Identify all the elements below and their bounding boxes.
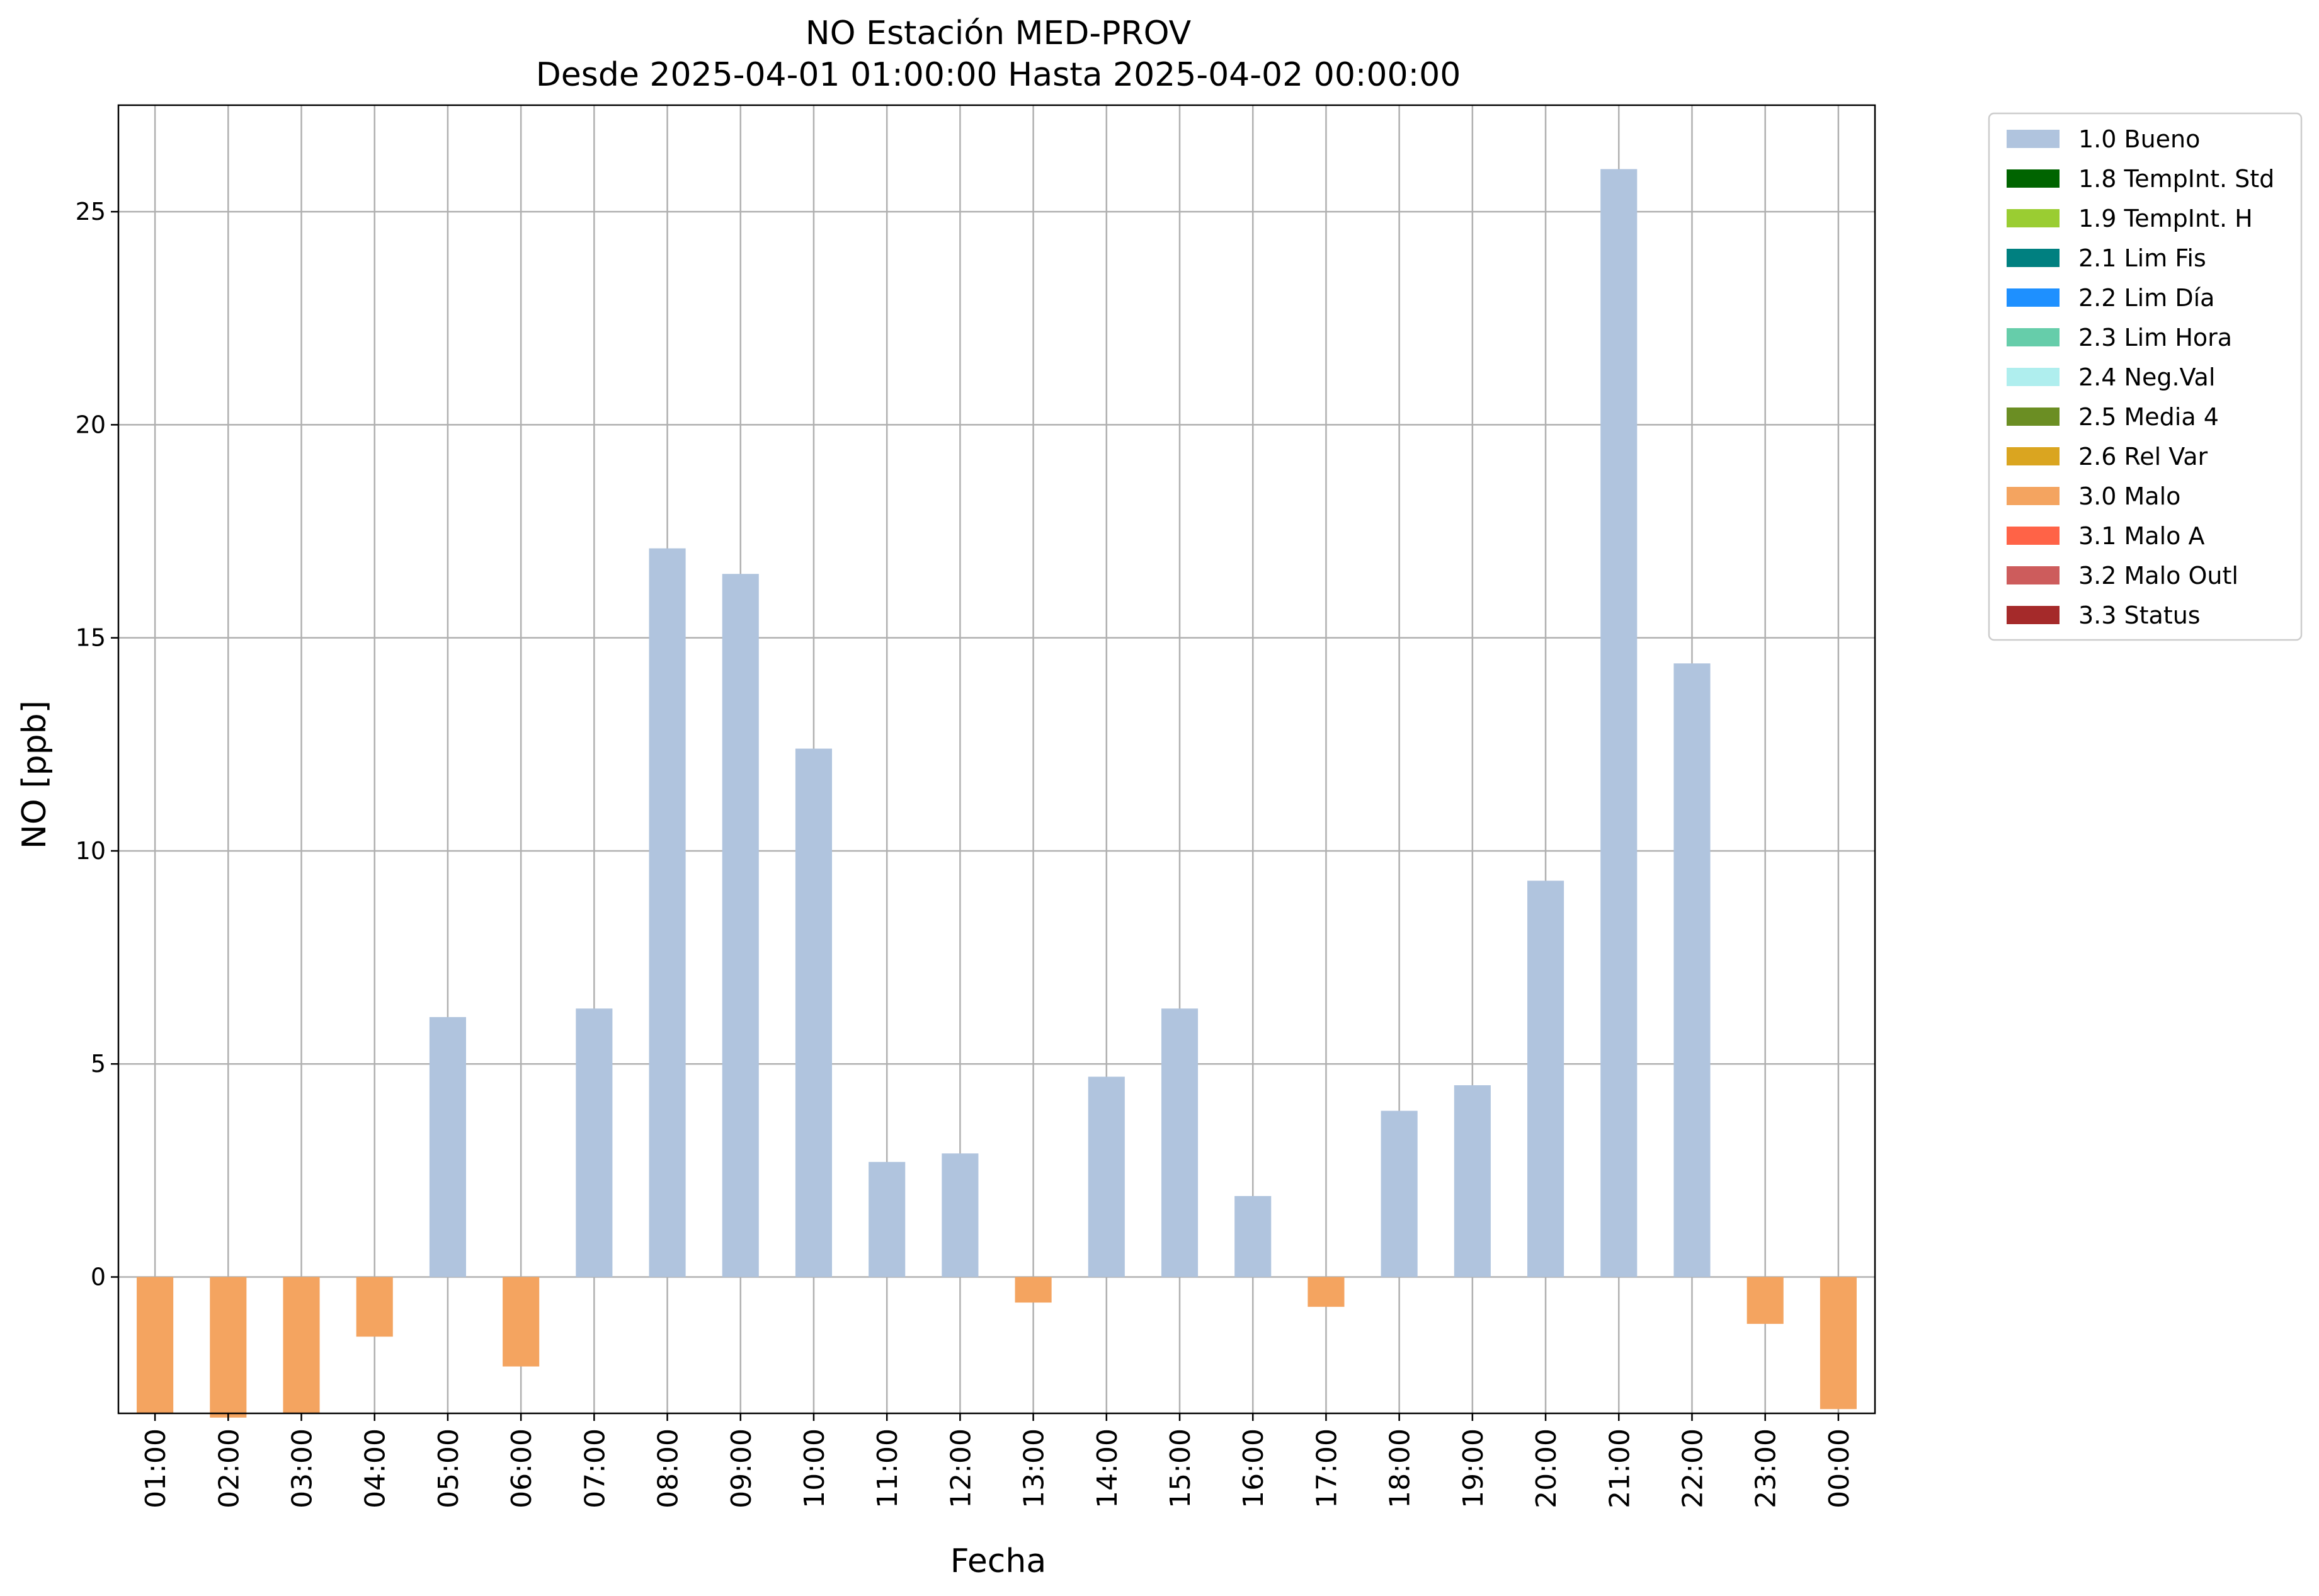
legend-swatch (2007, 606, 2060, 624)
bar-1300 (1015, 1277, 1052, 1303)
bar-1800 (1381, 1110, 1418, 1277)
legend-label: 2.2 Lim Día (2078, 284, 2214, 312)
y-tick-label: 0 (91, 1263, 106, 1291)
x-tick-label: 17:00 (1311, 1428, 1343, 1508)
legend-swatch (2007, 447, 2060, 465)
x-tick-label: 18:00 (1384, 1428, 1416, 1508)
y-tick-label: 10 (76, 837, 106, 865)
legend-label: 1.9 TempInt. H (2078, 205, 2253, 232)
legend-label: 2.6 Rel Var (2078, 443, 2208, 470)
x-tick-label: 02:00 (213, 1428, 245, 1508)
legend-swatch (2007, 527, 2060, 545)
x-tick-label: 01:00 (140, 1428, 172, 1508)
legend-swatch (2007, 368, 2060, 386)
x-tick-label: 19:00 (1457, 1428, 1490, 1508)
legend-label: 3.0 Malo (2078, 482, 2180, 510)
plot-frame (117, 104, 1876, 1415)
x-tick-label: 11:00 (872, 1428, 904, 1508)
x-tick-label: 14:00 (1091, 1428, 1124, 1508)
bar-0100 (137, 1277, 174, 1413)
bar-1900 (1454, 1085, 1491, 1277)
x-tick-label: 06:00 (506, 1428, 538, 1508)
x-tick-label: 22:00 (1677, 1428, 1709, 1508)
legend-swatch (2007, 408, 2060, 426)
bar-2100 (1600, 169, 1638, 1277)
x-tick-label: 08:00 (652, 1428, 685, 1508)
x-tick-label: 05:00 (433, 1428, 465, 1508)
legend-swatch (2007, 328, 2060, 346)
legend-label: 3.1 Malo A (2078, 522, 2204, 550)
chart-title: NO Estación MED-PROV (806, 14, 1192, 52)
legend-label: 2.1 Lim Fis (2078, 244, 2206, 272)
x-tick-label: 20:00 (1530, 1428, 1563, 1508)
x-tick-label: 07:00 (579, 1428, 611, 1508)
y-axis-ticks: 0 5 10 15 20 25 (76, 198, 118, 1291)
bar-0000 (1820, 1277, 1857, 1410)
chart-subtitle: Desde 2025-04-01 01:00:00 Hasta 2025-04-… (536, 56, 1461, 94)
x-tick-label: 23:00 (1750, 1428, 1782, 1508)
bar-0800 (649, 548, 686, 1277)
bar-2200 (1673, 663, 1711, 1277)
x-tick-label: 03:00 (287, 1428, 319, 1508)
x-tick-label: 12:00 (945, 1428, 977, 1508)
x-tick-label: 04:00 (360, 1428, 392, 1508)
bar-1700 (1308, 1277, 1345, 1307)
legend-frame (1988, 112, 2303, 641)
bar-1100 (869, 1161, 906, 1277)
legend-swatch (2007, 169, 2060, 188)
bar-1200 (942, 1153, 979, 1277)
y-tick-label: 25 (76, 198, 106, 225)
x-tick-label: 15:00 (1165, 1428, 1197, 1508)
bar-0600 (503, 1277, 540, 1367)
legend-label: 2.3 Lim Hora (2078, 324, 2232, 351)
bar-0200 (210, 1277, 247, 1418)
x-tick-label: 21:00 (1604, 1428, 1636, 1508)
x-axis-ticks: 01:00 02:00 03:00 04:00 05:00 06:00 07:00 08:00… (140, 1413, 1855, 1508)
legend: 1.0 Bueno 1.8 TempInt. Std 1.9 TempInt. H 2… (1988, 112, 2303, 641)
bar-2300 (1746, 1277, 1784, 1324)
bar-0500 (429, 1017, 466, 1277)
y-tick-label: 15 (76, 624, 106, 652)
y-tick-label: 5 (91, 1050, 106, 1078)
y-tick-label: 20 (76, 411, 106, 438)
bar-1000 (795, 748, 833, 1277)
bar-0700 (576, 1008, 613, 1277)
bar-0300 (283, 1277, 320, 1413)
x-tick-label: 13:00 (1018, 1428, 1051, 1508)
legend-swatch (2007, 487, 2060, 505)
x-axis-label: Fecha (950, 1542, 1046, 1580)
bar-1600 (1234, 1195, 1272, 1277)
bar-2000 (1527, 881, 1564, 1277)
legend-label: 1.8 TempInt. Std (2078, 165, 2274, 193)
legend-label: 3.3 Status (2078, 601, 2201, 629)
bars (137, 169, 1857, 1418)
legend-label: 1.0 Bueno (2078, 125, 2200, 153)
bar-0400 (356, 1277, 393, 1337)
legend-swatch (2007, 209, 2060, 227)
legend-swatch (2007, 288, 2060, 307)
bar-1500 (1161, 1008, 1199, 1277)
x-tick-label: 10:00 (799, 1428, 831, 1508)
legend-swatch (2007, 566, 2060, 584)
legend-swatch (2007, 130, 2060, 148)
y-axis-label: NO [ppb] (16, 700, 54, 849)
x-tick-label: 16:00 (1238, 1428, 1270, 1508)
legend-label: 2.4 Neg.Val (2078, 363, 2215, 391)
bar-1400 (1088, 1076, 1125, 1277)
legend-label: 2.5 Media 4 (2078, 403, 2219, 431)
x-tick-label: 00:00 (1823, 1428, 1855, 1508)
x-tick-label: 09:00 (726, 1428, 758, 1508)
bar-0900 (722, 574, 759, 1277)
legend-swatch (2007, 249, 2060, 267)
legend-label: 3.2 Malo Outl (2078, 562, 2238, 590)
